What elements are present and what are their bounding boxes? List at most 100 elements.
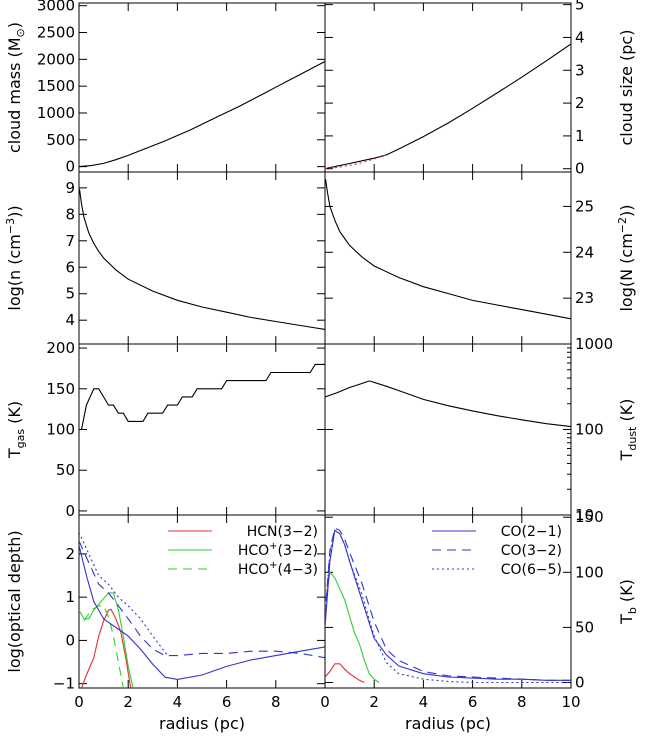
x-tick-label: 2 (369, 693, 379, 711)
legend-label: CO(2−1) (501, 524, 562, 540)
legend-label-tail: (4−3) (278, 562, 318, 578)
y-tick-label: 0 (575, 673, 585, 691)
series-line-3 (325, 527, 571, 681)
panel-cloud_size: 0 1 2 3 4 5 cloud size (pc) (324, 0, 636, 178)
y-tick-label: 4 (575, 28, 585, 46)
y-tick-label: 1 (575, 127, 585, 145)
series-line-1 (325, 571, 380, 683)
y-tick-label: 50 (575, 618, 594, 636)
series-line-4 (79, 540, 325, 659)
x-tick-label: 10 (561, 693, 580, 711)
y-tick-label: 0 (65, 158, 75, 176)
y-axis-label: cloud mass (M⊙) (5, 22, 27, 153)
series-line-0 (325, 380, 571, 428)
legend-label: HCO+(3−2) (238, 541, 318, 559)
y-tick-label: −1 (53, 675, 75, 693)
y-tick-label: 0 (575, 160, 585, 178)
y-tick-label: 2500 (37, 24, 75, 42)
y-tick-label: 200 (46, 339, 75, 357)
y-axis-label-tail: (K) (5, 401, 24, 429)
panel-frame (324, 171, 572, 345)
y-tick-label: 24 (575, 243, 594, 261)
x-tick-label: 6 (222, 693, 232, 711)
y-tick-label: 2 (65, 545, 75, 563)
y-tick-label: 4 (65, 311, 75, 329)
x-tick-label: 0 (74, 693, 84, 711)
series-line-0 (80, 363, 325, 430)
y-axis-label-sup: −3 (4, 218, 17, 234)
y-axis-label: cloud size (pc) (617, 30, 636, 146)
x-tick-label: 2 (123, 693, 133, 711)
panel-frame (324, 2, 572, 173)
panel-log_N: 23 24 25 log(N (cm−2)) (324, 171, 636, 345)
y-tick-label: 5 (65, 285, 75, 303)
legend-label: CO(3−2) (501, 543, 562, 559)
y-axis-label-tail: (K) (617, 399, 636, 427)
x-tick-label: 4 (419, 693, 429, 711)
series-line-0 (325, 178, 571, 320)
y-axis-label-tail: )) (5, 205, 24, 217)
y-tick-label: 150 (575, 508, 604, 526)
y-axis-label: Tgas (K) (5, 401, 27, 459)
y-tick-label: 2 (575, 94, 585, 112)
series-line-0 (79, 189, 325, 330)
panel-cloud_mass: 0 500 1000 1500 2000 2500 3000 cloud mass (M⊙) (5, 0, 326, 176)
y-axis-label-tail: ) (5, 22, 24, 28)
y-tick-label: 3 (575, 61, 585, 79)
legend-label-tail: (3−2) (278, 543, 318, 559)
y-tick-label: 0 (65, 502, 75, 520)
x-tick-label: 8 (271, 693, 281, 711)
legend-label-sup: + (269, 541, 277, 552)
y-tick-label: 5 (575, 0, 585, 14)
series-line-0 (80, 608, 132, 688)
x-axis-label: radius (pc) (405, 714, 491, 733)
y-tick-label: 1000 (37, 104, 75, 122)
y-tick-label: 1500 (37, 77, 75, 95)
panel-frame (78, 2, 326, 173)
series-line-2 (83, 605, 124, 688)
y-axis-label: Tb (K) (617, 579, 639, 625)
panel-frame (78, 171, 326, 345)
panel-frame (78, 343, 326, 516)
y-axis-label: Tdust (K) (617, 399, 639, 462)
legend-label-sup: + (269, 560, 277, 571)
y-axis-label-sub: gas (14, 429, 27, 449)
series-line-1 (325, 154, 387, 170)
legend-label: HCN(3−2) (247, 524, 318, 540)
series-line-3 (79, 545, 325, 680)
x-axis-label: radius (pc) (159, 714, 245, 733)
x-tick-label: 6 (468, 693, 478, 711)
series-line-0 (79, 61, 325, 168)
y-axis-label-tail: )) (617, 204, 636, 216)
y-tick-label: 500 (46, 131, 75, 149)
y-tick-label: 2000 (37, 50, 75, 68)
x-tick-label: 8 (517, 693, 527, 711)
y-tick-label: 100 (575, 563, 604, 581)
panel-T_dust: 10 100 1000 Tdust (K) (324, 335, 639, 524)
panel-T_b: 0 50 100 150 0 2 4 6 8 10 radius (pc) Tb (K) CO(2−1)… (320, 508, 639, 733)
y-tick-label: 150 (46, 380, 75, 398)
series-line-5 (79, 532, 169, 656)
panel-log_n: 4 5 6 7 8 9 log(n (cm−3)) (4, 171, 326, 345)
y-axis-label: log(n (cm−3)) (4, 205, 24, 310)
panel-frame (324, 514, 572, 689)
series-line-0 (325, 43, 571, 170)
panel-T_gas: 0 50 100 150 200 Tgas (K) (5, 339, 326, 520)
y-axis-label-sub: ⊙ (14, 28, 27, 37)
y-tick-label: 9 (65, 179, 75, 197)
series-line-0 (325, 663, 365, 684)
y-axis-label: log(optical depth) (5, 530, 24, 672)
y-axis-label-sub: b (626, 607, 639, 614)
legend-label: CO(6−5) (501, 562, 562, 578)
panel-frame (324, 343, 572, 516)
y-tick-label: 10 (575, 506, 594, 524)
y-tick-label: 50 (56, 461, 75, 479)
y-tick-label: 100 (46, 421, 75, 439)
x-tick-label: 4 (173, 693, 183, 711)
y-tick-label: 8 (65, 205, 75, 223)
y-tick-label: 23 (575, 289, 594, 307)
y-axis-label-tail: (K) (617, 579, 636, 607)
y-tick-label: 100 (575, 421, 604, 439)
y-axis-label: log(N (cm−2)) (616, 204, 636, 311)
